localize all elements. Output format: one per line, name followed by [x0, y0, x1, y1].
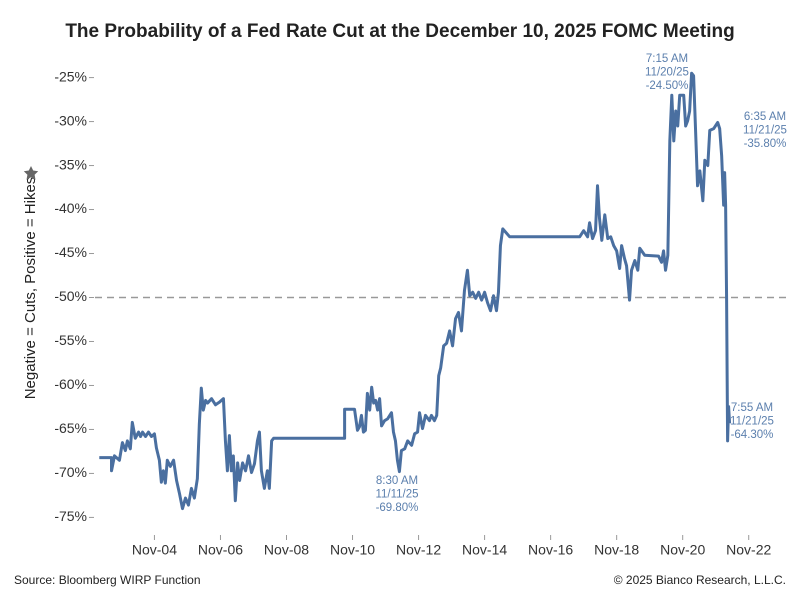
x-tick-label: Nov-18: [594, 542, 639, 558]
annotation: -69.80%: [376, 502, 419, 514]
annotation: 6:35 AM: [744, 111, 786, 123]
x-tick-label: Nov-10: [330, 542, 375, 558]
annotation: 11/20/25: [645, 67, 689, 79]
y-tick-label: -70%: [54, 464, 87, 480]
y-tick-label: -60%: [54, 376, 87, 392]
annotation: -24.50%: [646, 80, 689, 92]
y-tick-label: -75%: [54, 508, 87, 524]
annotation: 8:30 AM: [376, 475, 418, 487]
y-tick-label: -30%: [54, 112, 87, 128]
y-tick-label: -65%: [54, 420, 87, 436]
annotation: 7:15 AM: [646, 53, 688, 65]
annotation: 11/11/25: [375, 489, 418, 501]
copyright: © 2025 Bianco Research, L.L.C.: [614, 573, 786, 587]
x-tick-label: Nov-12: [396, 542, 441, 558]
y-tick-label: -50%: [54, 288, 87, 304]
chart-title: The Probability of a Fed Rate Cut at the…: [65, 21, 734, 42]
x-tick-label: Nov-06: [198, 542, 243, 558]
x-tick-label: Nov-08: [264, 542, 309, 558]
x-tick-label: Nov-20: [660, 542, 705, 558]
source: Source: Bloomberg WIRP Function: [14, 573, 201, 587]
x-tick-label: Nov-14: [462, 542, 507, 558]
x-tick-label: Nov-22: [726, 542, 771, 558]
y-tick-label: -45%: [54, 244, 87, 260]
x-tick-label: Nov-04: [132, 542, 177, 558]
y-axis-label: Negative = Cuts, Positive = Hikes: [22, 177, 39, 400]
annotation: 11/21/25: [730, 416, 774, 428]
y-tick-label: -55%: [54, 332, 87, 348]
star-icon: [23, 166, 39, 180]
y-tick-label: -25%: [54, 68, 87, 84]
annotation: 7:55 AM: [731, 402, 773, 414]
series-line: [99, 71, 732, 511]
annotation: 11/21/25: [743, 125, 787, 137]
y-tick-label: -35%: [54, 156, 87, 172]
annotation: -35.80%: [744, 138, 787, 150]
x-tick-label: Nov-16: [528, 542, 573, 558]
y-tick-label: -40%: [54, 200, 87, 216]
annotation: -64.30%: [731, 429, 774, 441]
